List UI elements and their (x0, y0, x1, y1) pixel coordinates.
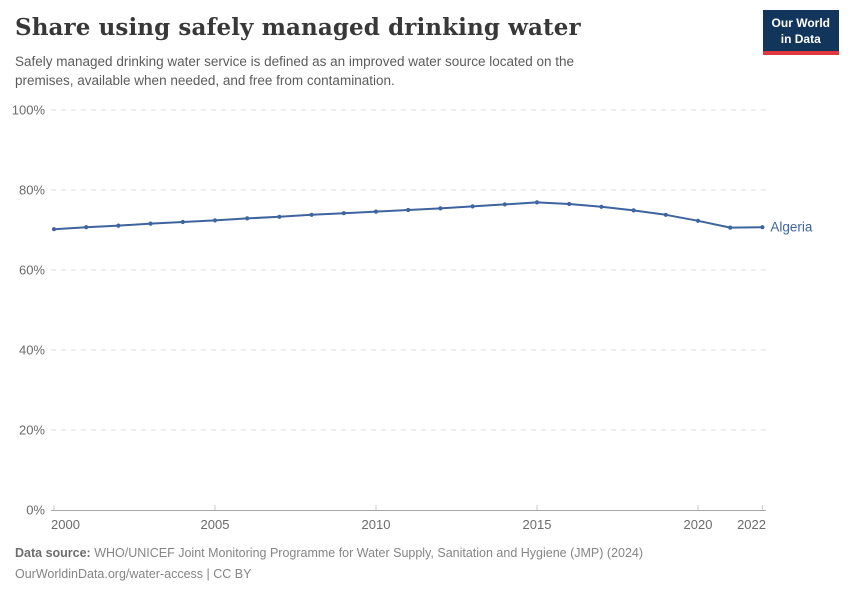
data-point (502, 202, 507, 207)
data-point (116, 223, 121, 228)
owid-logo: Our World in Data (762, 10, 839, 56)
data-line (53, 201, 764, 231)
data-point (567, 201, 572, 207)
chart-subtitle: Safely managed drinking water service is… (15, 54, 575, 88)
chart-footer: Data source: WHO/UNICEF Joint Monitoring… (15, 543, 643, 585)
data-point (148, 221, 153, 226)
data-point (438, 206, 443, 211)
data-point (277, 214, 282, 219)
x-tick-label: 2015 (523, 517, 552, 532)
x-tick-label: 2000 (51, 517, 80, 532)
data-point (663, 212, 668, 217)
y-tick-label: 80% (19, 183, 45, 198)
data-point (599, 204, 604, 209)
data-point (309, 212, 314, 217)
x-tick-label: 2022 (737, 517, 766, 532)
license-line: OurWorldinData.org/water-access | CC BY (15, 567, 252, 581)
x-tick-label: 2020 (684, 517, 713, 532)
data-point (51, 227, 57, 232)
data-source-text: WHO/UNICEF Joint Monitoring Programme fo… (90, 546, 644, 560)
entity-label: Algeria (770, 220, 813, 235)
data-source-line: Data source: WHO/UNICEF Joint Monitoring… (15, 543, 643, 564)
data-point (760, 225, 765, 230)
y-tick-label: 0% (26, 503, 45, 518)
data-point (180, 219, 185, 225)
y-tick-label: 100% (12, 103, 46, 118)
data-point (534, 200, 540, 205)
x-tick-label: 2010 (362, 517, 391, 532)
y-tick-label: 60% (19, 263, 45, 278)
data-point (406, 207, 411, 213)
owid-logo-line2: in Data (780, 31, 821, 46)
data-point (695, 218, 701, 223)
data-point (84, 225, 89, 230)
x-tick-label: 2005 (201, 517, 230, 532)
data-point (341, 211, 346, 216)
page-title: Share using safely managed drinking wate… (15, 14, 581, 41)
owid-logo-line1: Our World (771, 16, 830, 30)
data-point (373, 209, 379, 214)
data-point (728, 225, 733, 230)
data-point (470, 204, 475, 209)
y-tick-label: 20% (19, 423, 45, 438)
y-tick-label: 40% (19, 343, 45, 358)
data-point (631, 208, 636, 213)
data-source-label: Data source: (15, 546, 91, 560)
data-point (212, 218, 218, 223)
data-point (245, 216, 250, 221)
